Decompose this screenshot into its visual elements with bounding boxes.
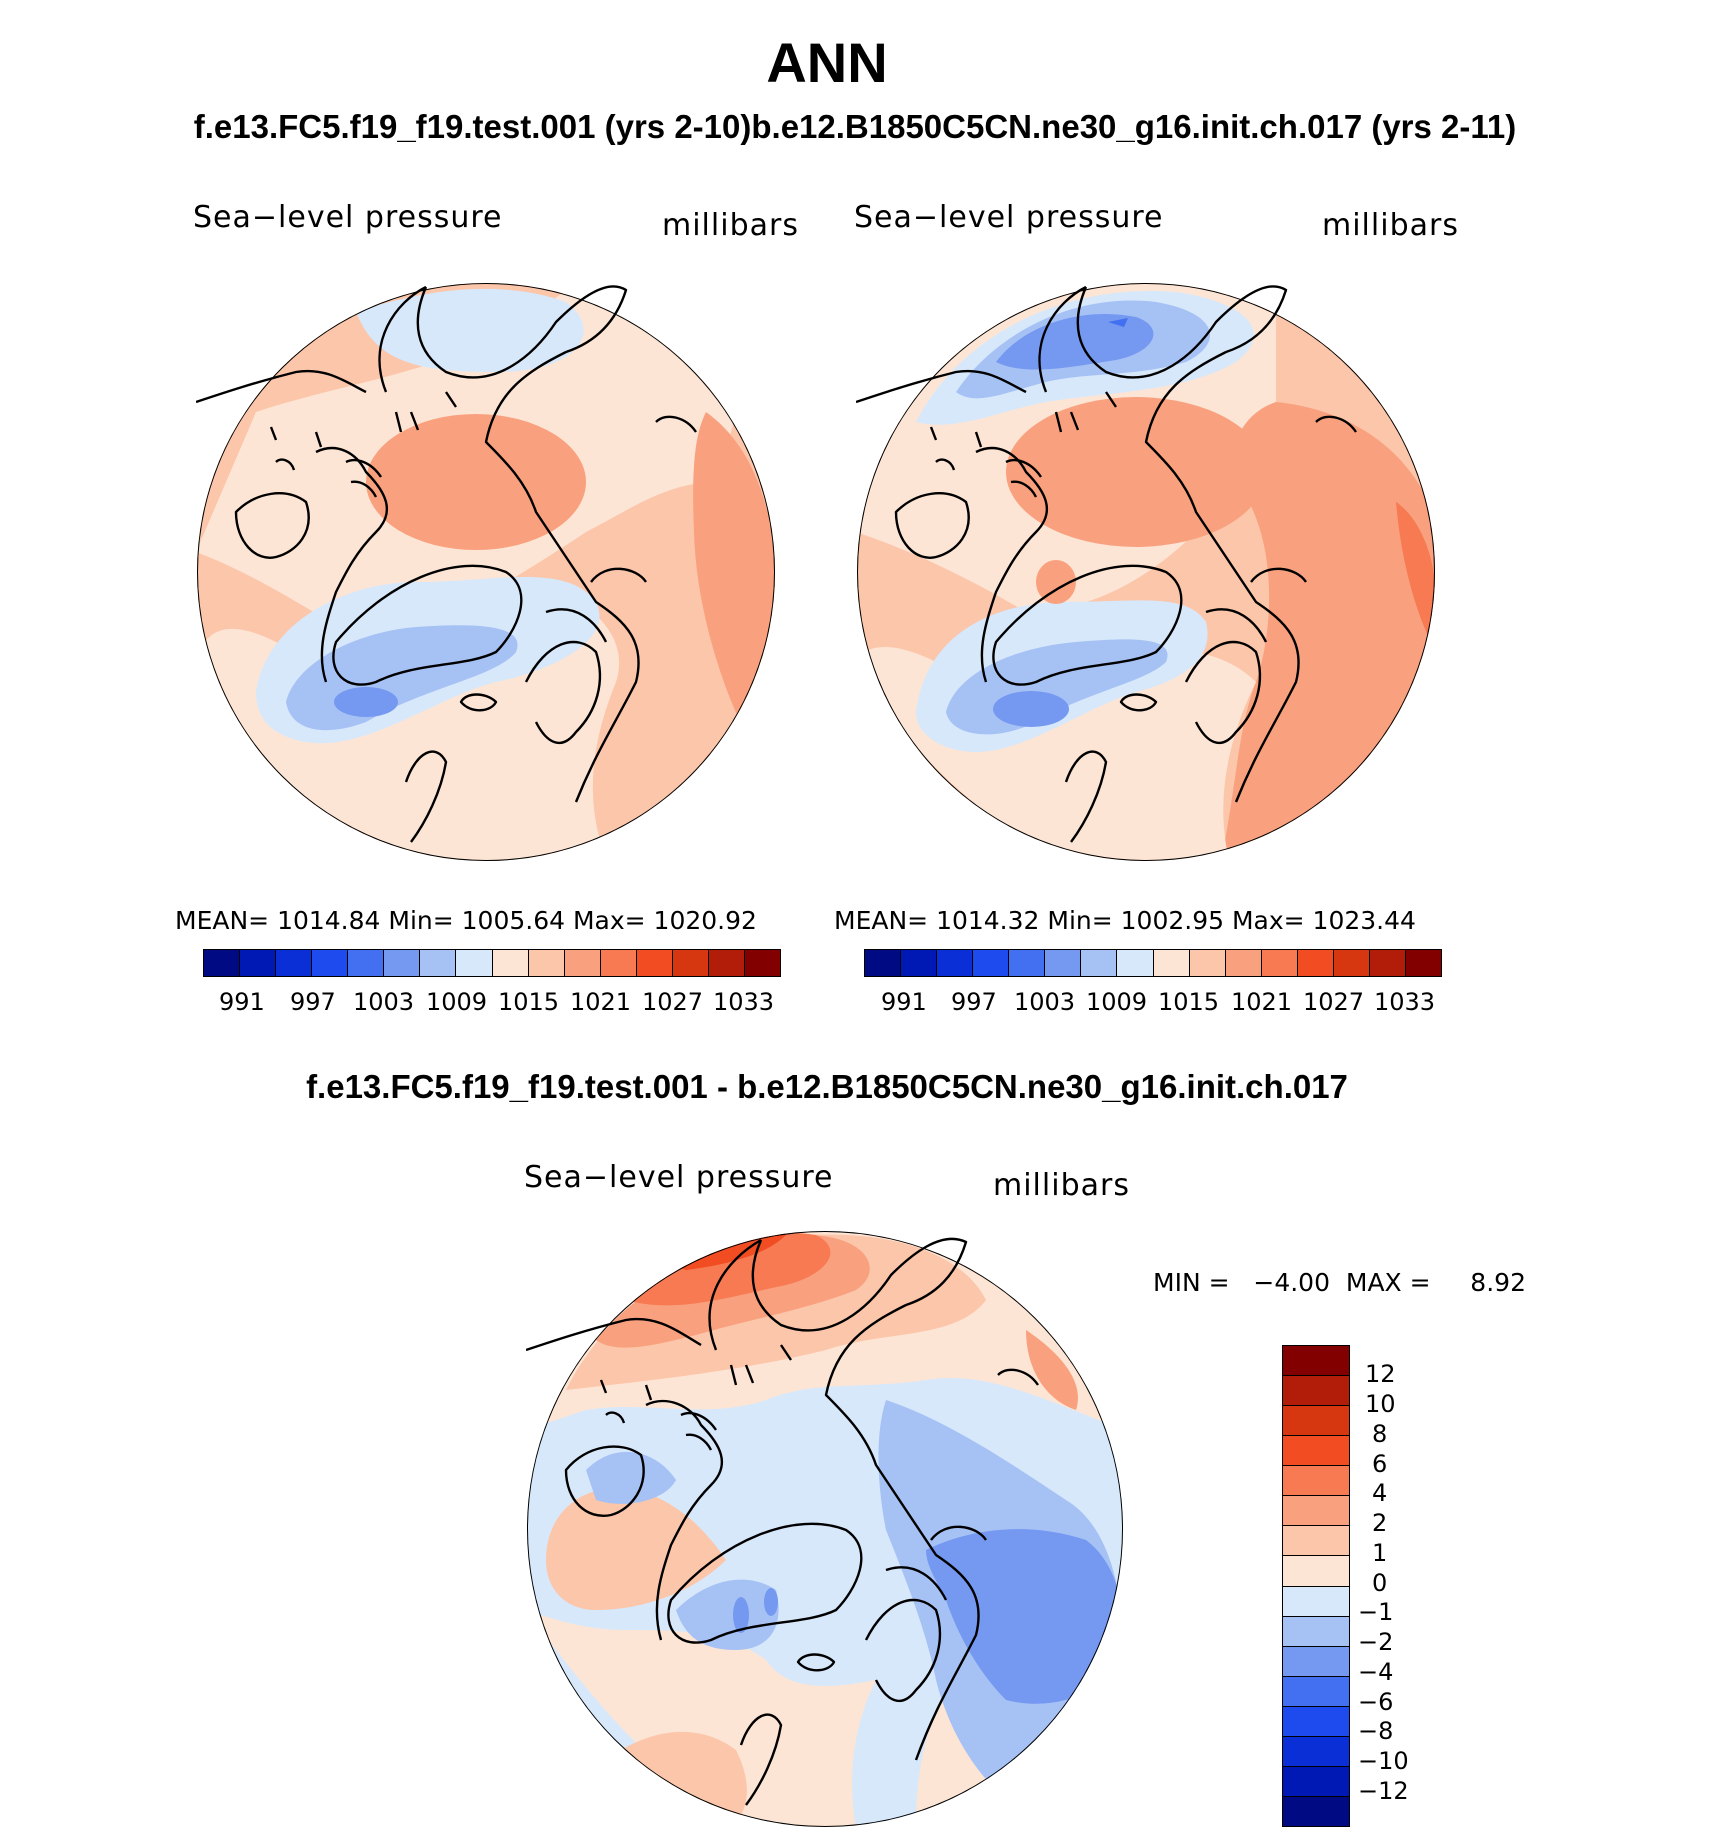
colorbar-tick: 6 (1372, 1450, 1388, 1478)
figure-subtitle: f.e13.FC5.f19_f19.test.001 (yrs 2-10)b.e… (193, 108, 1517, 145)
colorbar-swatch (901, 950, 938, 976)
diff-minmax: MIN = −4.00 MAX = 8.92 (1153, 1268, 1526, 1297)
colorbar-tick: 1009 (426, 988, 488, 1016)
diff-variable-label: Sea−level pressure (524, 1160, 834, 1195)
colorbar-tick: 10 (1365, 1390, 1396, 1418)
colorbar-tick: −10 (1358, 1747, 1409, 1775)
colorbar-tick: 4 (1372, 1479, 1388, 1507)
colorbar-swatch (1297, 950, 1334, 976)
colorbar-tick: 997 (951, 988, 997, 1016)
colorbar-swatch (1283, 1766, 1349, 1797)
colorbar-swatch (1283, 1526, 1349, 1557)
colorbar-swatch (672, 950, 709, 976)
colorbar-tick: 1 (1372, 1539, 1388, 1567)
colorbar-tick: 1033 (713, 988, 775, 1016)
colorbar-tick: −6 (1358, 1688, 1394, 1716)
panel1-variable-label: Sea−level pressure (193, 200, 503, 235)
colorbar-tick: 1003 (1014, 988, 1076, 1016)
colorbar-tick: 991 (881, 988, 927, 1016)
colorbar-tick: 1015 (498, 988, 560, 1016)
colorbar-swatch (1261, 950, 1298, 976)
colorbar-swatch (1283, 1646, 1349, 1677)
colorbar-tick: −2 (1358, 1628, 1394, 1656)
colorbar-tick: 2 (1372, 1509, 1388, 1537)
colorbar-swatch (1369, 950, 1406, 976)
panel1-stats: MEAN= 1014.84 Min= 1005.64 Max= 1020.92 (175, 906, 757, 935)
colorbar-swatch (312, 950, 349, 976)
colorbar-swatch (1405, 950, 1441, 976)
colorbar-swatch (384, 950, 421, 976)
colorbar-tick: −12 (1358, 1777, 1409, 1805)
colorbar-swatch (937, 950, 974, 976)
colorbar-swatch (456, 950, 493, 976)
colorbar-swatch (708, 950, 745, 976)
colorbar-swatch (492, 950, 529, 976)
diff-units-label: millibars (993, 1168, 1130, 1203)
colorbar-tick: 1021 (1231, 988, 1293, 1016)
panel1-units-label: millibars (662, 208, 799, 243)
colorbar-swatch (973, 950, 1010, 976)
colorbar-swatch (1283, 1676, 1349, 1707)
colorbar-tick: 1027 (1303, 988, 1365, 1016)
panel2-variable-label: Sea−level pressure (854, 200, 1164, 235)
colorbar-swatch (1283, 1556, 1349, 1587)
colorbar-swatch (1283, 1496, 1349, 1527)
colorbar-swatch (1225, 950, 1262, 976)
panel2-stats: MEAN= 1014.32 Min= 1002.95 Max= 1023.44 (834, 906, 1416, 935)
diff-polar-map (526, 1231, 1123, 1827)
colorbar-tick: 12 (1365, 1360, 1396, 1388)
figure-title: ANN (766, 31, 888, 94)
colorbar-tick: 997 (290, 988, 336, 1016)
colorbar-tick: 991 (219, 988, 265, 1016)
colorbar-swatch (240, 950, 277, 976)
colorbar-swatch (204, 950, 241, 976)
panel1-polar-map (196, 283, 775, 861)
difference-title: f.e13.FC5.f19_f19.test.001 - b.e12.B1850… (306, 1068, 1348, 1105)
colorbar-tick: 1009 (1086, 988, 1148, 1016)
colorbar-swatch (865, 950, 902, 976)
colorbar-swatch (1045, 950, 1082, 976)
panel2-colorbar (864, 949, 1442, 977)
colorbar-swatch (420, 950, 457, 976)
colorbar-swatch (528, 950, 565, 976)
colorbar-swatch (1283, 1376, 1349, 1407)
colorbar-swatch (276, 950, 313, 976)
colorbar-tick: 1033 (1374, 988, 1436, 1016)
colorbar-swatch (564, 950, 601, 976)
colorbar-tick: 8 (1372, 1420, 1388, 1448)
colorbar-tick: 1027 (642, 988, 704, 1016)
colorbar-swatch (1283, 1346, 1349, 1377)
panel2-units-label: millibars (1322, 208, 1459, 243)
colorbar-tick: 1021 (570, 988, 632, 1016)
colorbar-swatch (1283, 1796, 1349, 1826)
colorbar-swatch (636, 950, 673, 976)
panel1-colorbar (203, 949, 781, 977)
colorbar-swatch (1117, 950, 1154, 976)
colorbar-tick: −1 (1358, 1598, 1394, 1626)
colorbar-swatch (1283, 1406, 1349, 1437)
colorbar-swatch (1009, 950, 1046, 976)
colorbar-swatch (1283, 1616, 1349, 1647)
colorbar-swatch (348, 950, 385, 976)
colorbar-swatch (1081, 950, 1118, 976)
diff-colorbar (1282, 1345, 1350, 1827)
colorbar-swatch (1283, 1466, 1349, 1497)
colorbar-tick: −8 (1358, 1717, 1394, 1745)
colorbar-swatch (1283, 1736, 1349, 1767)
colorbar-swatch (744, 950, 780, 976)
colorbar-swatch (1153, 950, 1190, 976)
colorbar-swatch (1283, 1586, 1349, 1617)
colorbar-swatch (1283, 1436, 1349, 1467)
colorbar-tick: 0 (1372, 1569, 1388, 1597)
colorbar-tick: 1015 (1158, 988, 1220, 1016)
colorbar-swatch (1189, 950, 1226, 976)
colorbar-swatch (1333, 950, 1370, 976)
colorbar-tick: −4 (1358, 1658, 1394, 1686)
colorbar-tick: 1003 (353, 988, 415, 1016)
panel2-polar-map (856, 283, 1435, 861)
colorbar-swatch (600, 950, 637, 976)
colorbar-swatch (1283, 1706, 1349, 1737)
